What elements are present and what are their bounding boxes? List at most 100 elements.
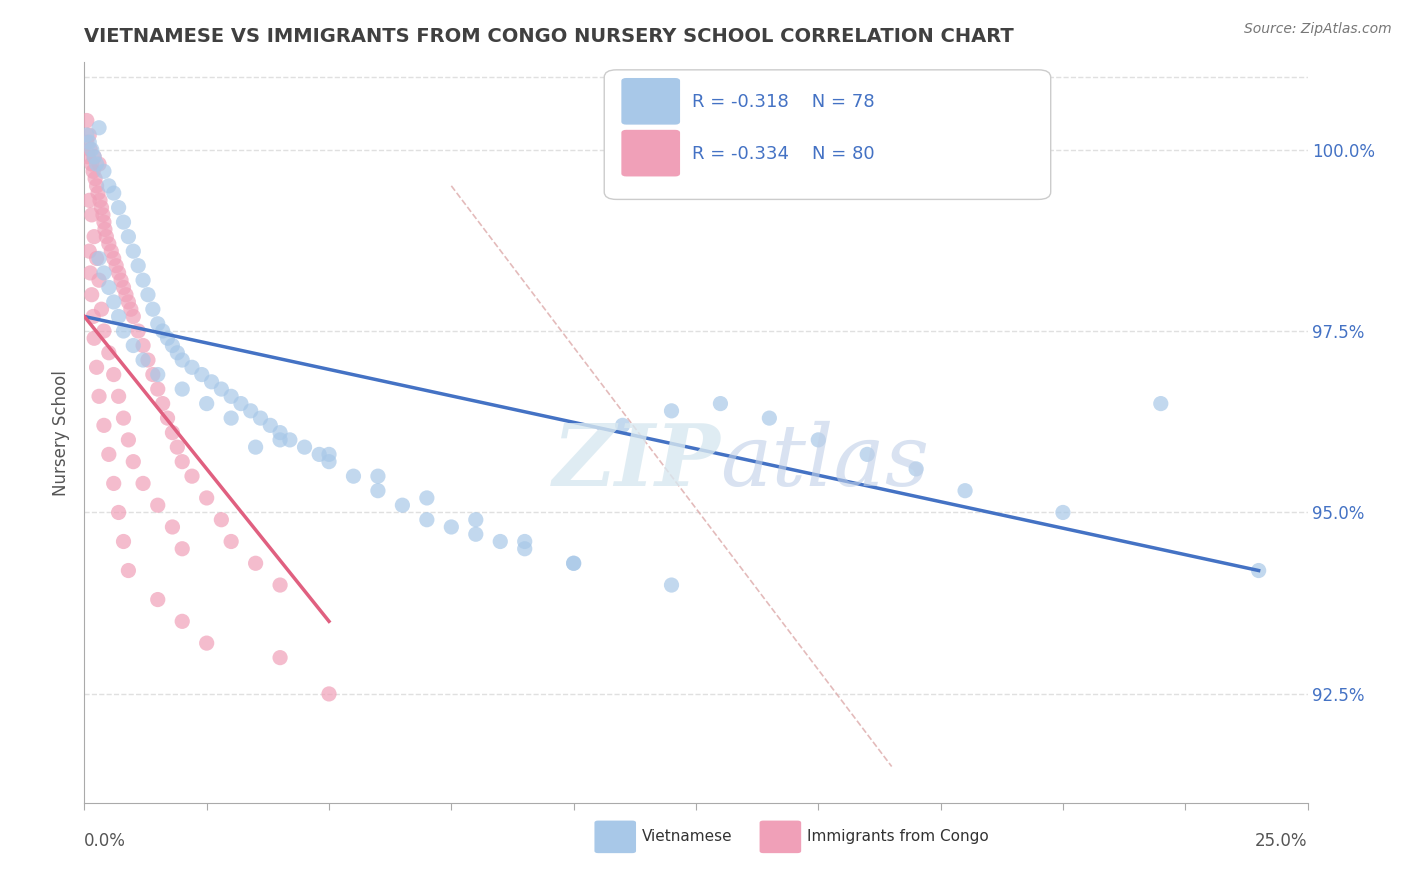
Point xyxy=(367,483,389,498)
Point xyxy=(77,194,100,208)
Point xyxy=(94,222,117,236)
Point xyxy=(80,143,103,157)
Point xyxy=(87,120,110,135)
Point xyxy=(181,469,204,483)
Point xyxy=(112,280,135,294)
Point xyxy=(146,382,169,396)
Text: VIETNAMESE VS IMMIGRANTS FROM CONGO NURSERY SCHOOL CORRELATION CHART: VIETNAMESE VS IMMIGRANTS FROM CONGO NURS… xyxy=(84,27,1014,45)
Point xyxy=(367,469,389,483)
Point xyxy=(122,244,145,259)
Point xyxy=(87,273,110,287)
Point xyxy=(269,425,291,440)
Point xyxy=(80,157,103,171)
Point xyxy=(76,128,98,142)
Point xyxy=(122,455,145,469)
Point xyxy=(80,208,103,222)
FancyBboxPatch shape xyxy=(621,130,681,177)
Point xyxy=(90,201,112,215)
Point xyxy=(342,469,364,483)
Point xyxy=(416,513,439,527)
Text: ZIP: ZIP xyxy=(553,420,720,504)
Point xyxy=(127,324,149,338)
Point xyxy=(661,404,683,418)
Text: R = -0.334    N = 80: R = -0.334 N = 80 xyxy=(692,145,875,162)
Point xyxy=(84,171,107,186)
Point xyxy=(107,506,129,520)
Point xyxy=(172,615,194,629)
Point xyxy=(97,236,120,251)
Point xyxy=(127,259,149,273)
Point xyxy=(308,447,330,461)
Point xyxy=(79,143,101,157)
Point xyxy=(162,338,184,352)
Point xyxy=(117,295,139,310)
Point xyxy=(209,382,232,396)
FancyBboxPatch shape xyxy=(605,70,1050,200)
Point xyxy=(107,266,129,280)
Point xyxy=(191,368,214,382)
Point xyxy=(905,462,928,476)
Point xyxy=(172,455,194,469)
Point xyxy=(269,578,291,592)
Point xyxy=(294,440,316,454)
Point xyxy=(112,534,135,549)
Point xyxy=(97,345,120,359)
Point xyxy=(83,150,105,164)
Point xyxy=(200,375,222,389)
Point xyxy=(117,564,139,578)
Point xyxy=(245,556,267,570)
Point xyxy=(318,455,340,469)
FancyBboxPatch shape xyxy=(595,821,636,853)
Point xyxy=(87,252,110,266)
Point xyxy=(162,425,184,440)
Point xyxy=(97,178,120,193)
Point xyxy=(181,360,204,375)
Point xyxy=(132,338,155,352)
Point xyxy=(136,287,159,301)
Point xyxy=(83,229,105,244)
Point xyxy=(86,360,108,375)
Point xyxy=(318,687,340,701)
Point xyxy=(89,194,111,208)
Point xyxy=(162,520,184,534)
Point xyxy=(91,208,114,222)
Point xyxy=(172,353,194,368)
Point xyxy=(136,353,159,368)
Point xyxy=(77,244,100,259)
Text: Immigrants from Congo: Immigrants from Congo xyxy=(807,830,988,845)
Point xyxy=(856,447,879,461)
Point xyxy=(318,447,340,461)
Point xyxy=(758,411,780,425)
Point xyxy=(80,287,103,301)
FancyBboxPatch shape xyxy=(759,821,801,853)
Point xyxy=(440,520,463,534)
Point xyxy=(107,201,129,215)
Point xyxy=(120,302,142,317)
Point xyxy=(107,389,129,403)
Point xyxy=(219,389,242,403)
Text: 25.0%: 25.0% xyxy=(1256,832,1308,850)
Point xyxy=(77,128,100,142)
Point xyxy=(86,252,108,266)
Point xyxy=(219,411,242,425)
Point xyxy=(562,556,585,570)
Point xyxy=(245,440,267,454)
Point xyxy=(259,418,281,433)
Point xyxy=(709,396,731,410)
Text: Source: ZipAtlas.com: Source: ZipAtlas.com xyxy=(1244,22,1392,37)
Point xyxy=(112,411,135,425)
Point xyxy=(110,273,132,287)
Point xyxy=(86,157,108,171)
Point xyxy=(86,178,108,193)
Point xyxy=(93,418,115,433)
Point xyxy=(115,287,138,301)
Point xyxy=(146,368,169,382)
Point xyxy=(146,498,169,512)
Point xyxy=(112,215,135,229)
Text: atlas: atlas xyxy=(720,421,929,504)
Point xyxy=(156,331,179,345)
Point xyxy=(195,636,218,650)
Point xyxy=(76,113,98,128)
Point xyxy=(278,433,301,447)
Point xyxy=(97,447,120,461)
